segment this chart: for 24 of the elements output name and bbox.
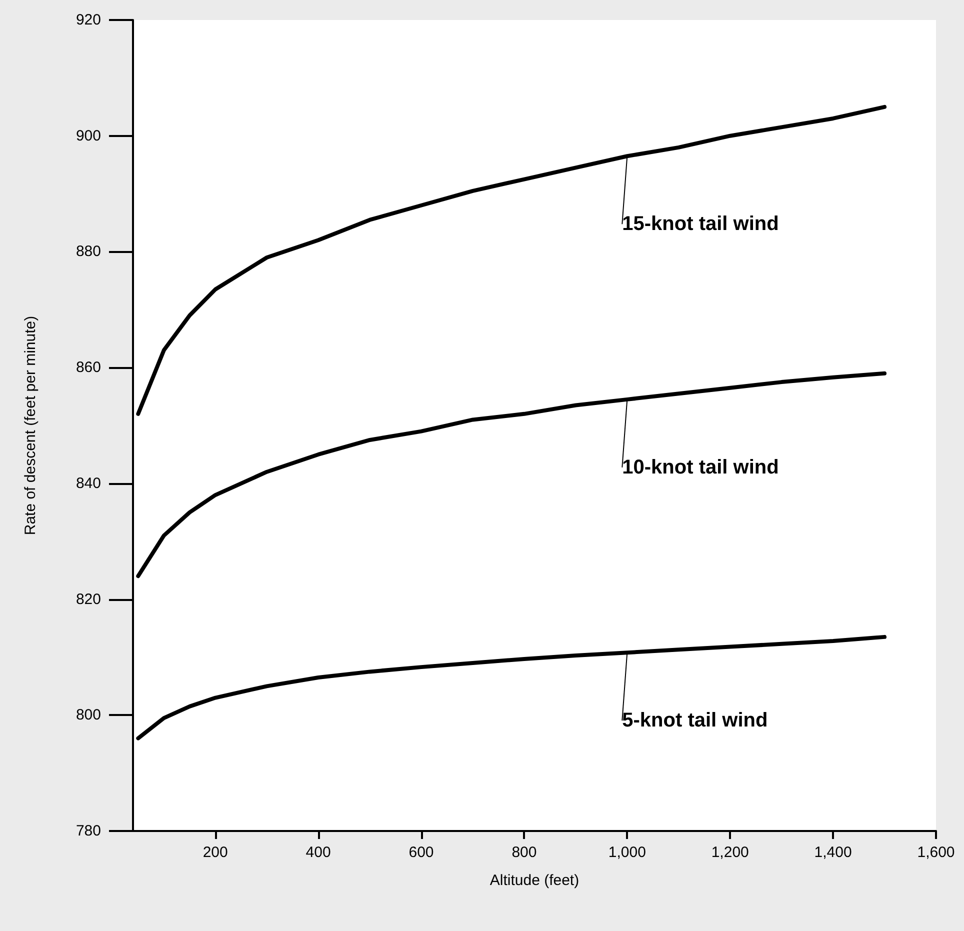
x-tick-label: 400 bbox=[306, 844, 331, 861]
text: 15-knot tail wind bbox=[622, 213, 779, 236]
x-tick-label: 1,600 bbox=[917, 844, 955, 861]
y-tick-label: 800 bbox=[76, 706, 101, 724]
x-tick-label: 1,200 bbox=[711, 844, 749, 861]
y-tick-label: 920 bbox=[76, 12, 101, 28]
y-tick-label: 780 bbox=[76, 822, 101, 840]
line-series bbox=[136, 104, 887, 416]
text: 10-knot tail wind bbox=[622, 456, 779, 478]
y-tick-label: 820 bbox=[76, 590, 101, 608]
line-series bbox=[136, 371, 887, 578]
y-tick-label: 860 bbox=[76, 359, 101, 376]
line-series bbox=[136, 634, 887, 740]
y-axis-title: Rate of descent (feet per minute) bbox=[22, 316, 39, 536]
y-tick-label: 900 bbox=[76, 127, 101, 144]
text: 5-knot tail wind bbox=[622, 710, 768, 732]
x-tick-label: 800 bbox=[512, 844, 537, 861]
x-tick-label: 600 bbox=[408, 844, 434, 861]
y-tick-label: 880 bbox=[76, 243, 101, 260]
x-tick-label: 1,000 bbox=[608, 844, 646, 861]
y-tick-label: 840 bbox=[76, 474, 101, 492]
x-tick-label: 200 bbox=[202, 844, 228, 861]
x-tick-label: 1,400 bbox=[814, 844, 852, 861]
x-axis-title: Altitude (feet) bbox=[490, 872, 580, 889]
